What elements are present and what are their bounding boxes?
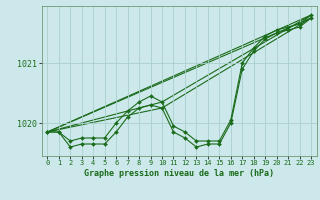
X-axis label: Graphe pression niveau de la mer (hPa): Graphe pression niveau de la mer (hPa) (84, 169, 274, 178)
